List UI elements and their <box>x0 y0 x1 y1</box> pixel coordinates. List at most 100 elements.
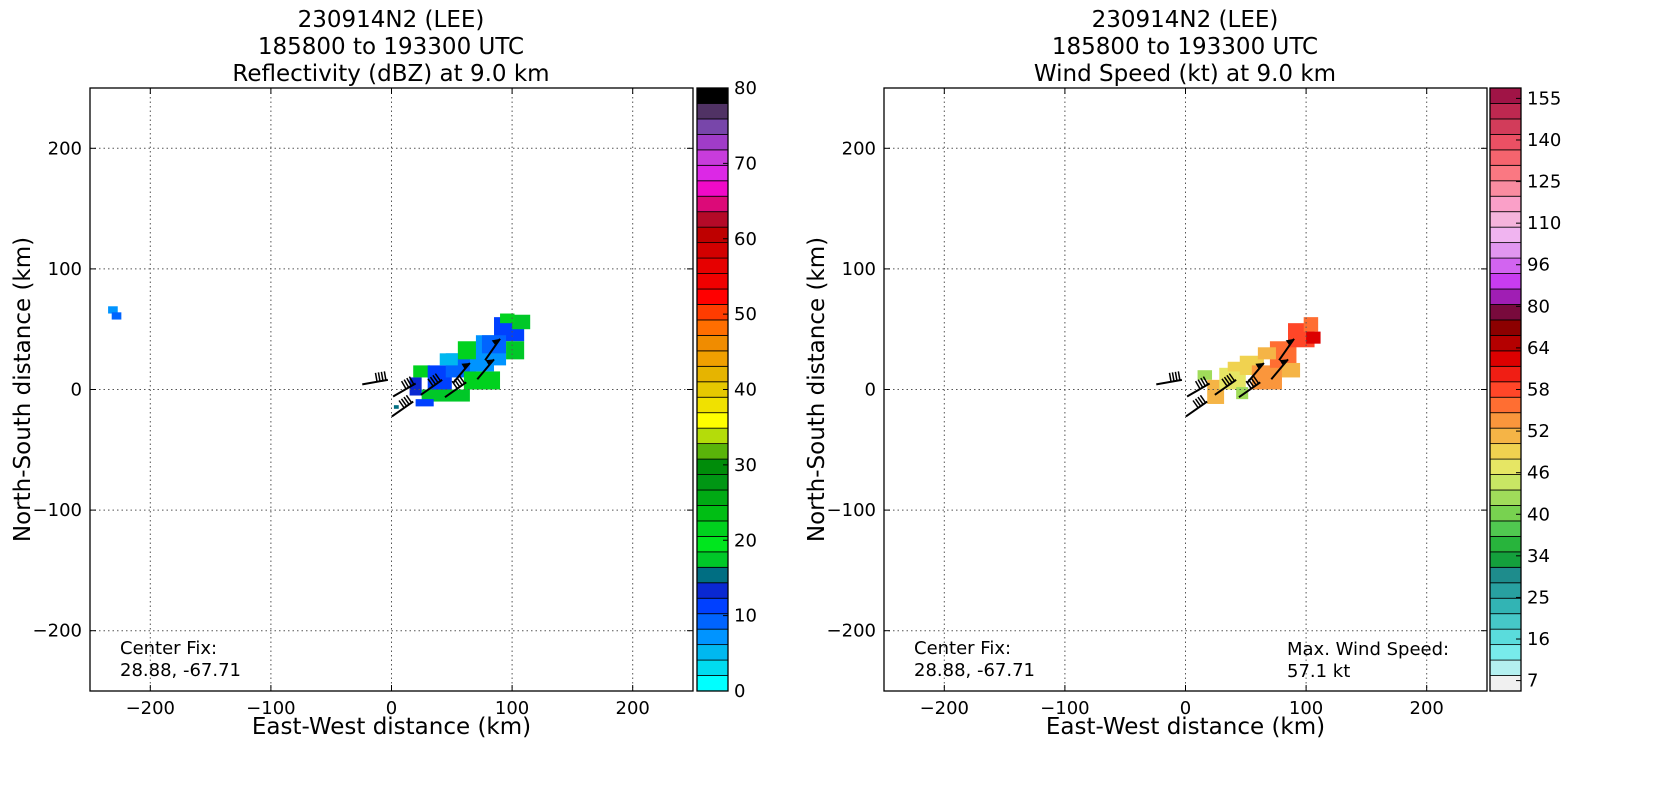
wind-barb-feather <box>1174 371 1178 381</box>
center-fix-annotation: Center Fix: <box>914 638 1011 659</box>
y-tick-label: 200 <box>48 138 82 159</box>
wind-barb <box>1270 358 1289 380</box>
colorbar-swatch <box>1489 644 1522 661</box>
colorbar-swatch <box>1489 180 1522 197</box>
wind-barb <box>1185 394 1208 418</box>
colorbar-tick-label: 58 <box>1527 380 1550 401</box>
y-tick-label: −200 <box>827 621 876 642</box>
colorbar-tick-label: 96 <box>1527 255 1550 276</box>
wind-barb-feather <box>374 372 378 382</box>
data-cell <box>512 314 531 330</box>
data-cell <box>1227 361 1243 372</box>
colorbar-swatch <box>696 644 729 661</box>
data-cell <box>108 306 118 314</box>
colorbar: 7 16 25 34 40 46 52 58 64 80 96 110 125 140 155 <box>1489 87 1561 692</box>
colorbar-swatch <box>696 628 729 646</box>
colorbar-swatch <box>1489 412 1522 429</box>
wind-barb-feather <box>1226 374 1233 384</box>
colorbar-swatch <box>696 427 729 445</box>
wind-barb-feather <box>427 378 434 387</box>
x-tick-label: 0 <box>1180 698 1191 719</box>
x-tick-label: −200 <box>920 698 969 719</box>
data-cell <box>457 341 482 360</box>
wind-barb-shaft <box>476 358 495 380</box>
data-cell <box>1281 362 1301 378</box>
colorbar-swatch <box>696 458 729 475</box>
colorbar-swatch <box>1489 659 1522 676</box>
colorbar-swatch <box>696 118 729 135</box>
wind-barb-flag <box>461 362 470 370</box>
y-tick-label: 100 <box>842 259 876 280</box>
wind-barb-shaft <box>444 381 467 398</box>
colorbar-tick-label: 16 <box>1527 629 1550 650</box>
colorbar-swatch <box>1489 87 1522 104</box>
colorbar-swatch <box>696 412 729 429</box>
wind-barb-shaft <box>391 400 414 418</box>
colorbar-swatch <box>1489 396 1522 414</box>
colorbar-swatch <box>696 505 729 522</box>
colorbar-tick-label: 110 <box>1527 213 1561 234</box>
data-cell <box>413 365 431 378</box>
wind-barb-shaft <box>452 362 471 384</box>
colorbar-tick-label: 50 <box>734 304 757 325</box>
colorbar: 0 10 20 30 40 50 60 70 80 <box>696 78 757 702</box>
wind-barb-feather <box>1250 377 1257 386</box>
colorbar-tick-label: 25 <box>1527 587 1550 608</box>
colorbar-swatch <box>1489 474 1522 491</box>
wind-barb <box>1156 371 1183 386</box>
y-axis-label: North-South distance (km) <box>804 237 830 542</box>
colorbar-swatch <box>696 597 729 615</box>
colorbar-swatch <box>1489 257 1522 274</box>
wind-barb <box>1214 373 1237 396</box>
colorbar-swatch <box>696 103 729 120</box>
wind-barb <box>1246 362 1265 384</box>
wind-barb-flag <box>1285 338 1295 346</box>
y-axis-label: North-South distance (km) <box>10 237 36 542</box>
colorbar-tick-label: 70 <box>734 153 757 174</box>
data-cell <box>1306 331 1321 344</box>
chart-title-line: 185800 to 193300 UTC <box>1052 34 1318 60</box>
colorbar-swatch <box>696 443 729 460</box>
colorbar-swatch <box>696 133 729 151</box>
colorbar-swatch <box>1489 133 1522 151</box>
y-tick-label: 200 <box>842 138 876 159</box>
chart-title-line: 230914N2 (LEE) <box>298 7 485 33</box>
colorbar-swatch <box>1489 628 1522 646</box>
colorbar-tick-label: 0 <box>734 681 745 702</box>
wind-barb-feather <box>456 377 463 386</box>
colorbar-swatch <box>1489 597 1522 615</box>
colorbar-swatch <box>696 489 729 506</box>
colorbar-swatch <box>696 164 729 182</box>
data-cell <box>1257 347 1276 360</box>
wind-barb-feather <box>458 375 466 384</box>
wind-barb-flag <box>491 338 501 346</box>
colorbar-swatch <box>1489 118 1522 135</box>
colorbar-swatch <box>696 304 729 321</box>
colorbar-tick-label: 155 <box>1527 88 1561 109</box>
wind-barb-shaft <box>1270 358 1289 380</box>
colorbar-swatch <box>1489 520 1522 537</box>
colorbar-swatch <box>1489 288 1522 305</box>
colorbar-swatch <box>1489 535 1522 553</box>
wind-barb-feather <box>380 371 384 381</box>
wind-barb-flag <box>1279 359 1289 366</box>
colorbar-swatch <box>696 319 729 336</box>
wind-barb-feather <box>383 371 387 381</box>
wind-barb-shaft <box>420 379 443 396</box>
colorbar-swatch <box>1489 443 1522 460</box>
wind-barb-feather <box>1177 371 1181 381</box>
wind-barb <box>476 358 495 380</box>
wind-barb-feather <box>1194 398 1202 407</box>
colorbar-swatch <box>696 520 729 537</box>
colorbar-swatch <box>1489 613 1522 630</box>
colorbar-tick-label: 60 <box>734 229 757 250</box>
wind-barb-shaft <box>1246 362 1265 384</box>
colorbar-swatch <box>696 582 729 599</box>
wind-barb-feather <box>1199 394 1207 404</box>
data-cell <box>500 313 515 324</box>
wind-barb <box>420 373 443 396</box>
wind-barb-feather <box>1168 372 1172 382</box>
wind-barb-feather <box>1202 376 1209 385</box>
colorbar-swatch <box>696 180 729 197</box>
